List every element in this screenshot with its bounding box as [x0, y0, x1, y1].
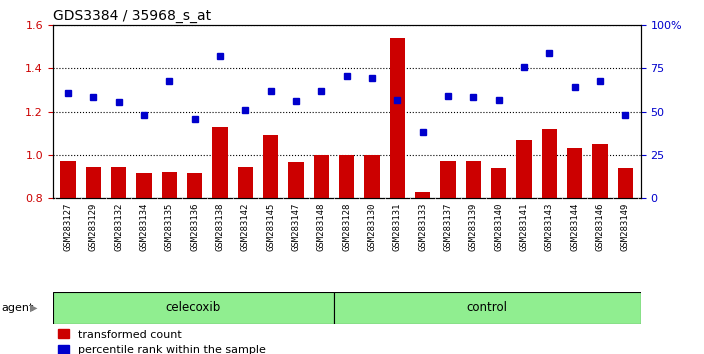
- Bar: [162, 172, 177, 198]
- Legend: transformed count, percentile rank within the sample: transformed count, percentile rank withi…: [54, 325, 270, 354]
- Text: GSM283144: GSM283144: [570, 203, 579, 251]
- Text: GSM283128: GSM283128: [342, 203, 351, 251]
- Bar: [213, 127, 227, 198]
- Bar: [61, 161, 75, 198]
- Text: ▶: ▶: [30, 303, 37, 313]
- Bar: [390, 38, 405, 198]
- Bar: [618, 168, 633, 198]
- Text: GSM283127: GSM283127: [63, 203, 73, 251]
- Bar: [415, 192, 430, 198]
- Text: GSM283145: GSM283145: [266, 203, 275, 251]
- Text: GSM283146: GSM283146: [596, 203, 605, 251]
- Bar: [238, 167, 253, 198]
- Bar: [53, 292, 334, 324]
- Text: GSM283134: GSM283134: [139, 203, 149, 251]
- Text: GSM283140: GSM283140: [494, 203, 503, 251]
- Bar: [365, 155, 379, 198]
- Bar: [86, 167, 101, 198]
- Text: GSM283135: GSM283135: [165, 203, 174, 251]
- Bar: [466, 161, 481, 198]
- Text: GSM283136: GSM283136: [190, 203, 199, 251]
- Text: agent: agent: [1, 303, 34, 313]
- Text: GSM283148: GSM283148: [317, 203, 326, 251]
- Bar: [289, 162, 303, 198]
- Bar: [137, 173, 151, 198]
- Text: GSM283139: GSM283139: [469, 203, 478, 251]
- Text: GSM283131: GSM283131: [393, 203, 402, 251]
- Text: GSM283133: GSM283133: [418, 203, 427, 251]
- Bar: [314, 155, 329, 198]
- Text: GSM283143: GSM283143: [545, 203, 554, 251]
- Text: GSM283138: GSM283138: [215, 203, 225, 251]
- Text: celecoxib: celecoxib: [165, 302, 221, 314]
- Bar: [441, 161, 455, 198]
- Text: GSM283142: GSM283142: [241, 203, 250, 251]
- Text: GSM283130: GSM283130: [367, 203, 377, 251]
- Bar: [542, 129, 557, 198]
- Bar: [491, 168, 506, 198]
- Text: GDS3384 / 35968_s_at: GDS3384 / 35968_s_at: [53, 9, 211, 23]
- Bar: [263, 135, 278, 198]
- Text: GSM283129: GSM283129: [89, 203, 98, 251]
- Bar: [187, 173, 202, 198]
- Bar: [339, 155, 354, 198]
- Text: GSM283137: GSM283137: [444, 203, 453, 251]
- Bar: [111, 167, 126, 198]
- Text: GSM283132: GSM283132: [114, 203, 123, 251]
- Bar: [517, 140, 532, 198]
- Bar: [334, 292, 641, 324]
- Bar: [593, 144, 608, 198]
- Text: GSM283147: GSM283147: [291, 203, 301, 251]
- Bar: [567, 148, 582, 198]
- Text: control: control: [467, 302, 508, 314]
- Text: GSM283141: GSM283141: [520, 203, 529, 251]
- Text: GSM283149: GSM283149: [621, 203, 630, 251]
